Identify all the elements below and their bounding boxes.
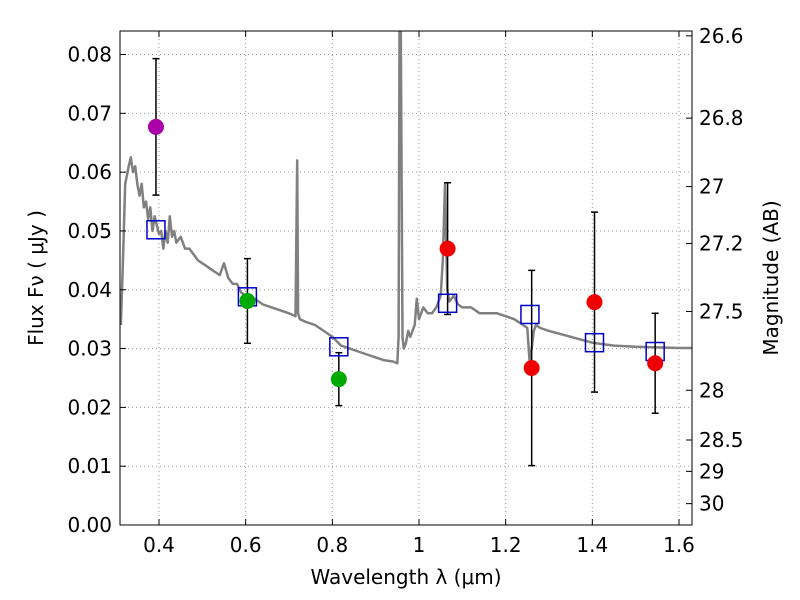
y-tick-label: 0.00 xyxy=(67,513,112,537)
y-tick-label: 0.02 xyxy=(67,395,112,419)
tick-layer: 0.4 0.6 0.8 1 1.2 1.4 1.6 0.00 0.01 0.02 0.03 0.04 0… xyxy=(67,24,743,557)
y2-tick-label: 28 xyxy=(699,378,724,402)
y2-tick-label: 29 xyxy=(699,459,724,483)
y-tick-label: 0.03 xyxy=(67,337,112,361)
observed-flux-point xyxy=(647,355,664,372)
observed-flux-point xyxy=(439,240,456,257)
plot-frame xyxy=(119,30,693,526)
y-tick-label: 0.08 xyxy=(67,43,112,67)
y-tick-label: 0.04 xyxy=(67,278,112,302)
observed-flux-point xyxy=(330,371,347,388)
x-tick-label: 0.6 xyxy=(230,533,262,557)
y-tick-label: 0.01 xyxy=(67,454,112,478)
x-tick-label: 1.2 xyxy=(490,533,522,557)
y2-tick-label: 30 xyxy=(699,492,724,516)
model-photometry-square xyxy=(520,304,540,325)
y2-tick-label: 26.8 xyxy=(699,106,744,130)
y2-tick-label: 27 xyxy=(699,175,724,199)
x-tick-label: 1 xyxy=(413,533,426,557)
y2-axis-title: Magnitude (AB) xyxy=(759,200,783,355)
sed-model-curve xyxy=(120,31,692,365)
y2-tick-label: 28.5 xyxy=(699,428,744,452)
y2-tick-label: 27.2 xyxy=(699,232,744,256)
y-tick-label: 0.07 xyxy=(67,101,112,125)
x-tick-label: 1.6 xyxy=(663,533,695,557)
y-tick-label: 0.06 xyxy=(67,160,112,184)
error-bar-layer xyxy=(152,57,659,467)
y-tick-label: 0.05 xyxy=(67,219,112,243)
model-photometry-square xyxy=(146,220,166,240)
sed-curve-layer xyxy=(120,31,692,365)
x-tick-label: 1.4 xyxy=(576,533,608,557)
y2-tick-label: 27.5 xyxy=(699,299,744,323)
y2-tick-label: 26.6 xyxy=(699,24,744,48)
x-tick-label: 0.4 xyxy=(143,533,175,557)
x-axis-title: Wavelength λ (μm) xyxy=(310,565,501,589)
marker-layer xyxy=(146,118,665,388)
y-axis-title: Flux Fν ( μJy ) xyxy=(24,210,48,346)
model-photometry-square xyxy=(437,293,458,314)
observed-flux-point xyxy=(586,294,603,311)
grid xyxy=(120,31,692,526)
model-photometry-square xyxy=(584,332,605,353)
observed-flux-point xyxy=(147,118,164,135)
x-tick-label: 0.8 xyxy=(316,533,348,557)
model-photometry-square xyxy=(329,337,349,357)
observed-flux-point xyxy=(523,359,540,376)
observed-flux-point xyxy=(239,292,256,309)
